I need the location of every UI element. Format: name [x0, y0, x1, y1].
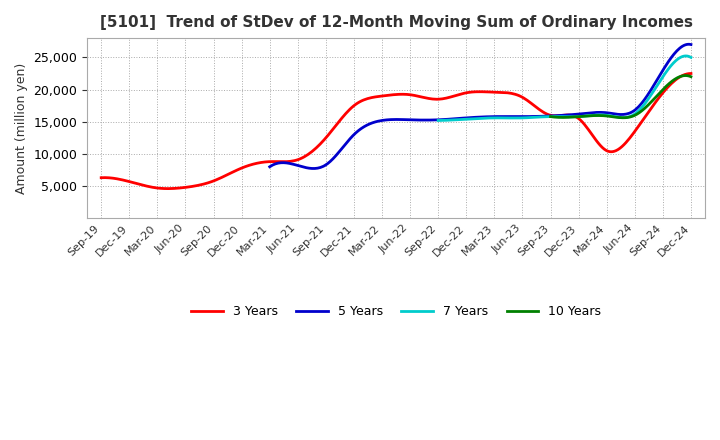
10 Years [674, 75, 683, 80]
5 Years [687, 42, 696, 47]
3 Years [634, 125, 642, 130]
3 Years [448, 94, 456, 99]
5 Years [309, 166, 318, 171]
10 Years [633, 111, 642, 117]
10 Years [681, 73, 690, 78]
3 Years [97, 175, 106, 180]
10 Years [630, 113, 639, 118]
3 Years [687, 71, 696, 76]
3 Years [450, 93, 459, 99]
10 Years [687, 74, 696, 79]
7 Years [647, 92, 655, 97]
5 Years [622, 111, 631, 117]
5 Years [267, 163, 276, 169]
7 Years [687, 55, 696, 60]
Line: 7 Years: 7 Years [438, 56, 691, 121]
5 Years [525, 114, 534, 119]
Title: [5101]  Trend of StDev of 12-Month Moving Sum of Ordinary Incomes: [5101] Trend of StDev of 12-Month Moving… [99, 15, 693, 30]
3 Years [460, 91, 469, 96]
Line: 5 Years: 5 Years [270, 44, 691, 169]
10 Years [546, 114, 555, 119]
Line: 10 Years: 10 Years [551, 76, 691, 118]
7 Years [682, 53, 690, 59]
5 Years [266, 164, 274, 169]
3 Years [596, 143, 605, 148]
3 Years [164, 186, 173, 191]
10 Years [619, 115, 628, 121]
Line: 3 Years: 3 Years [102, 73, 691, 189]
5 Years [518, 114, 526, 119]
Y-axis label: Amount (million yen): Amount (million yen) [15, 62, 28, 194]
10 Years [665, 81, 674, 86]
10 Years [630, 113, 639, 118]
5 Years [649, 84, 657, 89]
5 Years [516, 114, 525, 119]
7 Years [585, 113, 593, 118]
5 Years [684, 42, 693, 47]
7 Years [435, 118, 444, 123]
7 Years [434, 118, 443, 123]
7 Years [583, 113, 592, 118]
7 Years [663, 68, 672, 73]
10 Years [546, 114, 555, 119]
7 Years [588, 113, 597, 118]
Legend: 3 Years, 5 Years, 7 Years, 10 Years: 3 Years, 5 Years, 7 Years, 10 Years [186, 300, 606, 323]
3 Years [99, 175, 107, 180]
